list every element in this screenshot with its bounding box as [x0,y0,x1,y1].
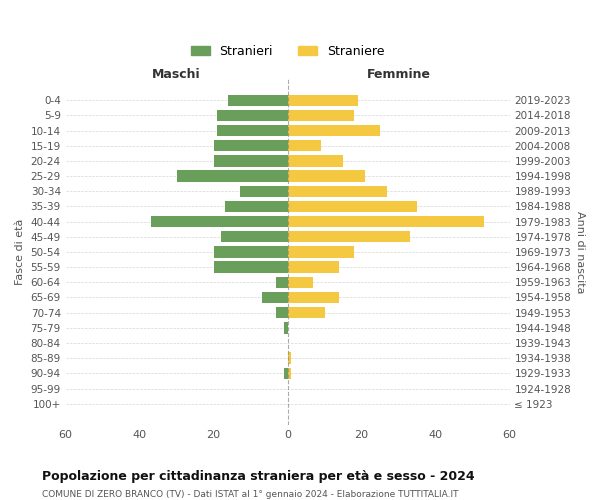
Bar [287,94,358,106]
Bar [214,246,287,258]
Bar [262,292,287,303]
Bar [217,125,287,136]
Bar [287,352,291,364]
Bar [287,231,410,242]
Bar [277,276,287,288]
Bar [287,292,340,303]
Bar [284,322,287,334]
Bar [287,216,484,228]
Bar [277,307,287,318]
Bar [287,307,325,318]
Bar [284,368,287,379]
Bar [214,262,287,273]
Bar [287,246,354,258]
Bar [287,155,343,166]
Bar [287,276,313,288]
Text: COMUNE DI ZERO BRANCO (TV) - Dati ISTAT al 1° gennaio 2024 - Elaborazione TUTTIT: COMUNE DI ZERO BRANCO (TV) - Dati ISTAT … [42,490,458,499]
Bar [287,125,380,136]
Bar [214,140,287,151]
Bar [225,201,287,212]
Bar [151,216,287,228]
Bar [287,368,291,379]
Bar [239,186,287,197]
Bar [287,262,340,273]
Bar [229,94,287,106]
Y-axis label: Anni di nascita: Anni di nascita [575,210,585,293]
Bar [287,201,417,212]
Text: Femmine: Femmine [367,68,431,80]
Text: Maschi: Maschi [152,68,201,80]
Bar [217,110,287,121]
Bar [176,170,287,182]
Legend: Stranieri, Straniere: Stranieri, Straniere [186,40,389,63]
Bar [287,186,388,197]
Bar [287,140,321,151]
Text: Popolazione per cittadinanza straniera per età e sesso - 2024: Popolazione per cittadinanza straniera p… [42,470,475,483]
Bar [214,155,287,166]
Y-axis label: Fasce di età: Fasce di età [15,219,25,285]
Bar [221,231,287,242]
Bar [287,170,365,182]
Bar [287,110,354,121]
